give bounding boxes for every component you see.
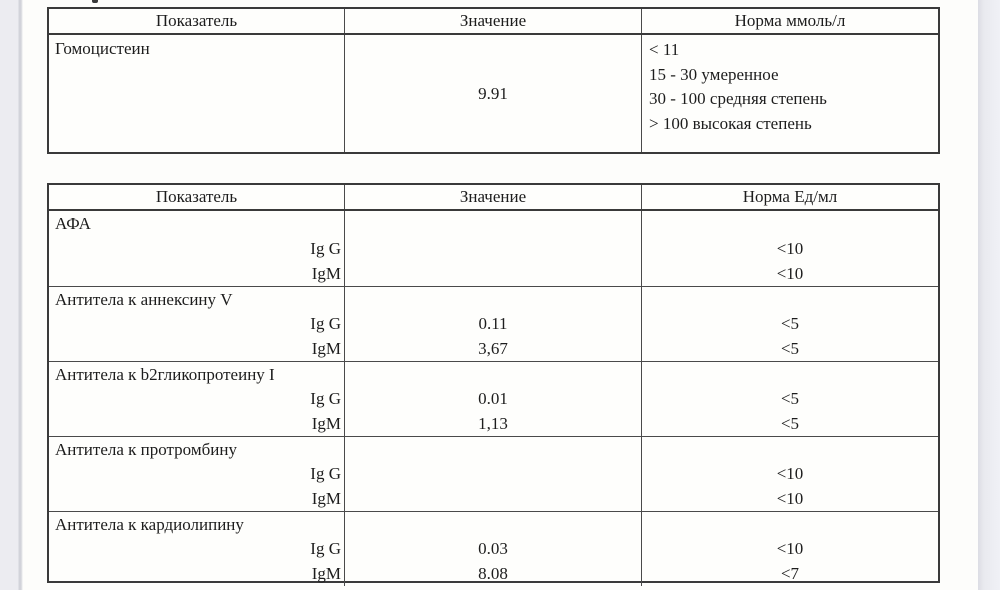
section-annexin: Антитела к аннексину V Ig G 0.11 <5 IgM … (49, 287, 938, 362)
empty-cell (642, 362, 938, 387)
ig-norm: <10 (776, 463, 804, 483)
ig-label: Ig G (49, 311, 345, 337)
homocysteine-table: Показатель Значение Норма ммоль/л Гомоци… (47, 7, 940, 154)
antibody-table-header: Показатель Значение Норма Ед/мл (49, 185, 938, 211)
page-right-margin (978, 0, 1000, 590)
section-b2-glycoprotein: Антитела к b2гликопротеину I Ig G 0.01 <… (49, 362, 938, 437)
empty-cell (345, 512, 642, 537)
homocysteine-row: Гомоцистеин 9.91 < 11 15 - 30 умеренное … (49, 35, 938, 152)
homocysteine-table-header: Показатель Значение Норма ммоль/л (49, 9, 938, 35)
header-value: Значение (345, 185, 642, 209)
ig-label: Ig G (49, 461, 345, 487)
ig-label: IgM (49, 486, 345, 511)
section-name: Антитела к протромбину (49, 437, 345, 462)
ig-norm: <5 (780, 388, 800, 408)
section-afa: АФА Ig G <10 IgM <10 (49, 211, 938, 287)
ig-value (345, 461, 642, 487)
ig-label: IgM (49, 336, 345, 361)
indicator-name: Гомоцистеин (49, 35, 345, 152)
section-name: Антитела к кардиолипину (49, 512, 345, 537)
norm-line: 30 - 100 средняя степень (649, 89, 827, 108)
ig-norm: <5 (780, 413, 800, 433)
ig-value: 0.11 (345, 311, 642, 337)
empty-cell (642, 287, 938, 312)
ig-norm: <10 (776, 538, 804, 558)
empty-cell (345, 362, 642, 387)
section-prothrombin: Антитела к протромбину Ig G <10 IgM <10 (49, 437, 938, 512)
empty-cell (345, 211, 642, 236)
ig-norm: <5 (780, 313, 800, 333)
ig-label: Ig G (49, 536, 345, 562)
ig-value: 8.08 (345, 561, 642, 586)
ig-norm: <7 (780, 563, 800, 583)
header-norm: Норма Ед/мл (742, 187, 838, 206)
indicator-value: 9.91 (345, 35, 642, 152)
ig-value: 0.03 (345, 536, 642, 562)
cut-off-text-fragment (92, 0, 98, 3)
empty-cell (642, 437, 938, 462)
ig-value (345, 236, 642, 261)
empty-cell (345, 437, 642, 462)
norm-line: > 100 высокая степень (649, 113, 812, 133)
ig-label: IgM (49, 411, 345, 436)
header-indicator: Показатель (49, 185, 345, 209)
ig-value: 1,13 (345, 411, 642, 436)
ig-norm: <10 (776, 263, 804, 283)
ig-label: IgM (49, 561, 345, 586)
indicator-norms: < 11 15 - 30 умеренное 30 - 100 средняя … (642, 35, 938, 152)
ig-value: 3,67 (345, 336, 642, 361)
ig-norm: <10 (776, 488, 804, 508)
ig-value (345, 261, 642, 286)
page-left-margin (0, 0, 23, 590)
section-name: Антитела к b2гликопротеину I (49, 362, 345, 387)
header-norm: Норма ммоль/л (734, 11, 846, 30)
norm-line: < 11 (649, 40, 680, 59)
ig-value: 0.01 (345, 386, 642, 412)
ig-norm: <5 (780, 338, 800, 358)
section-name: Антитела к аннексину V (49, 287, 345, 312)
antibody-table: Показатель Значение Норма Ед/мл АФА Ig G… (47, 183, 940, 586)
empty-cell (642, 211, 938, 236)
ig-label: Ig G (49, 236, 345, 261)
empty-cell (642, 512, 938, 537)
header-indicator: Показатель (49, 9, 345, 33)
header-value: Значение (345, 9, 642, 33)
norm-line: 15 - 30 умеренное (649, 64, 779, 84)
ig-label: IgM (49, 261, 345, 286)
empty-cell (345, 287, 642, 312)
ig-value (345, 486, 642, 511)
ig-norm: <10 (776, 238, 804, 258)
ig-label: Ig G (49, 386, 345, 412)
section-cardiolipin: Антитела к кардиолипину Ig G 0.03 <10 Ig… (49, 512, 938, 586)
section-name: АФА (49, 211, 345, 236)
